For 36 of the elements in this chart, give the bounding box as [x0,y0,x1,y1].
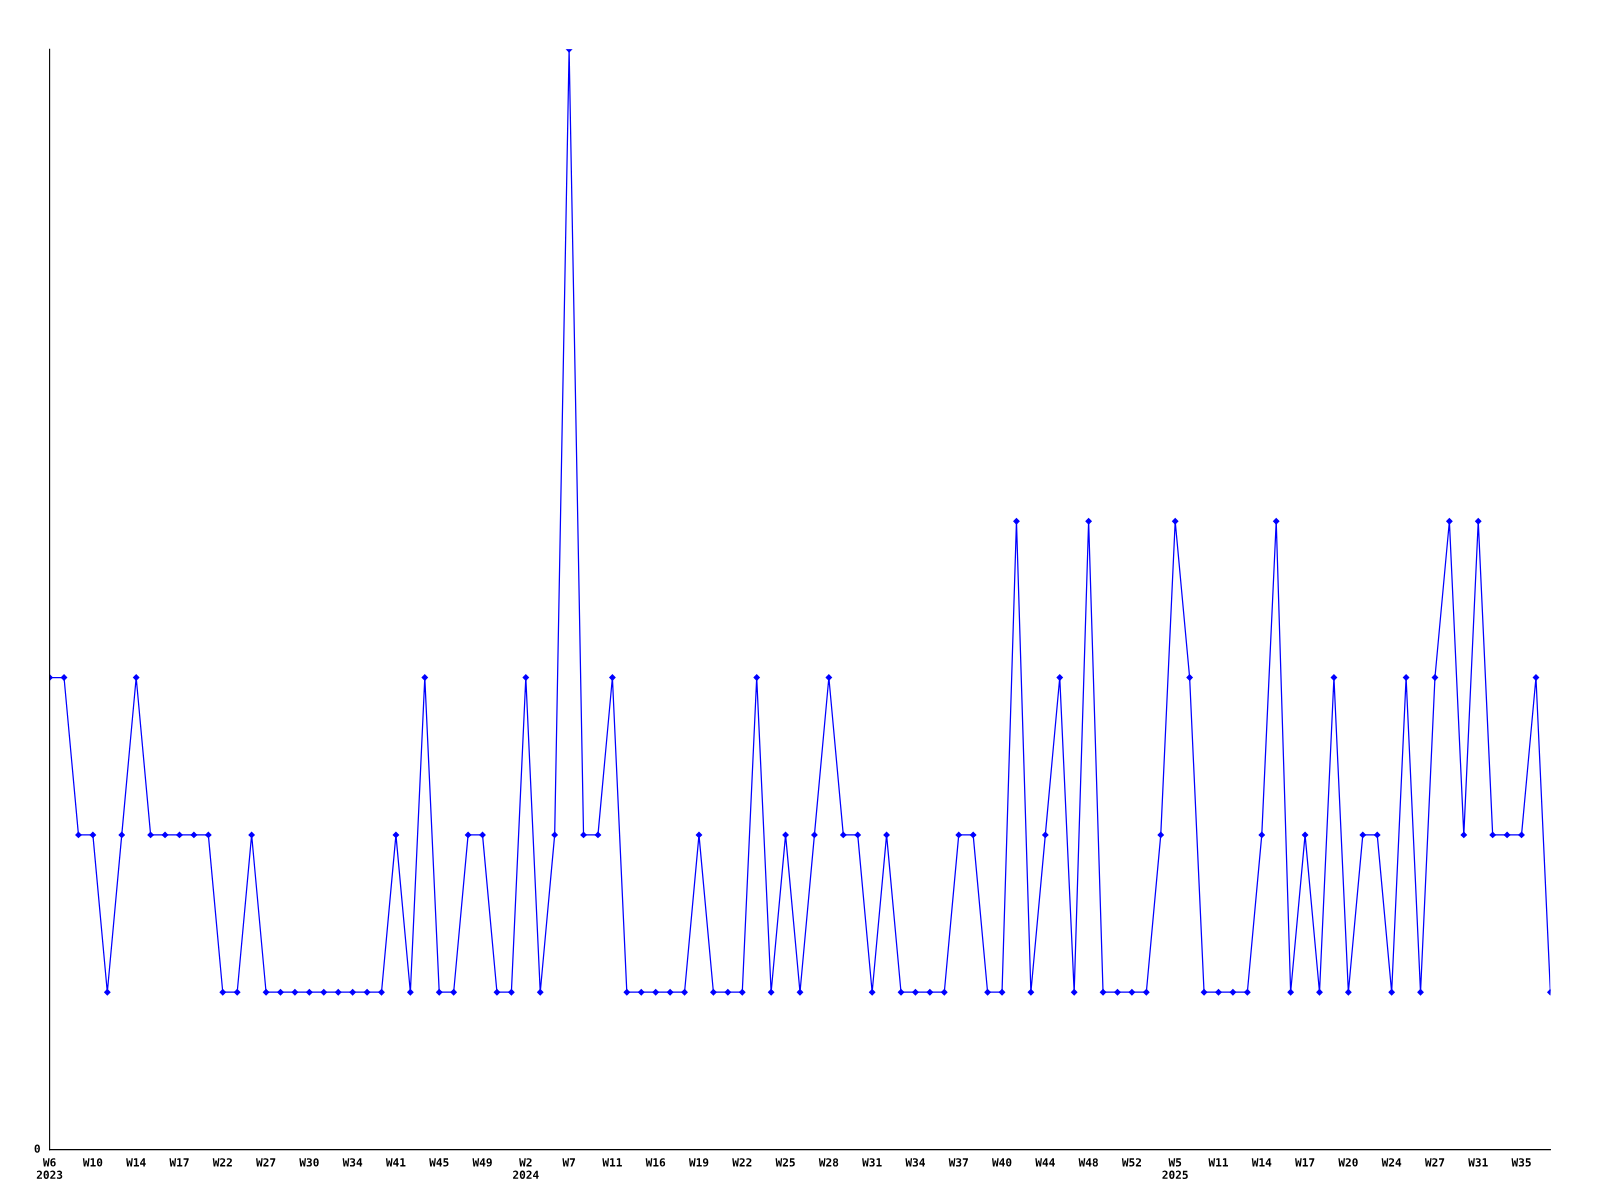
x-tick-label: W28 [818,1158,839,1167]
x-tick-label: W45 [429,1158,449,1167]
x-tick-label: W2 2024 [513,1158,539,1179]
x-tick-label: W5 2025 [1162,1158,1188,1179]
x-tick-label: W41 [385,1158,406,1167]
x-tick-label: W10 [82,1158,103,1167]
x-tick-label: W31 [1468,1158,1488,1167]
x-tick-label: W17 [1295,1158,1315,1167]
x-tick-label: W11 [1208,1158,1228,1167]
x-tick-label: W34 [905,1158,925,1167]
x-tick-label: W40 [992,1158,1012,1167]
x-tick-label: W25 [775,1158,795,1167]
x-tick-label: W20 [1338,1158,1358,1167]
x-tick-label: W48 [1078,1158,1098,1167]
text: 0 [34,1144,40,1153]
x-tick-label: W27 [1424,1158,1445,1167]
x-tick-label: W27 [256,1158,276,1167]
x-tick-label: W14 [126,1158,146,1167]
x-tick-label: W7 [562,1158,575,1167]
x-tick-label: W19 [688,1158,709,1167]
x-tick-label: W30 [299,1158,319,1167]
x-tick-label: W16 [645,1158,666,1167]
x-tick-label: W11 [602,1158,622,1167]
x-tick-label: W31 [862,1158,882,1167]
x-tick-label: W22 [212,1158,232,1167]
x-tick-label: W34 [342,1158,363,1167]
x-tick-label: W14 [1251,1158,1272,1167]
x-tick-label: W52 [1121,1158,1142,1167]
x-tick-label: W17 [169,1158,189,1167]
x-tick-label: W35 [1511,1158,1531,1167]
x-tick-label: W6 2023 [36,1158,63,1179]
x-tick-label: W49 [472,1158,492,1167]
x-tick-label: W44 [1035,1158,1055,1167]
x-tick-label: W22 [732,1158,752,1167]
x-tick-label: W24 [1381,1158,1402,1167]
x-tick-label: W37 [948,1158,968,1167]
